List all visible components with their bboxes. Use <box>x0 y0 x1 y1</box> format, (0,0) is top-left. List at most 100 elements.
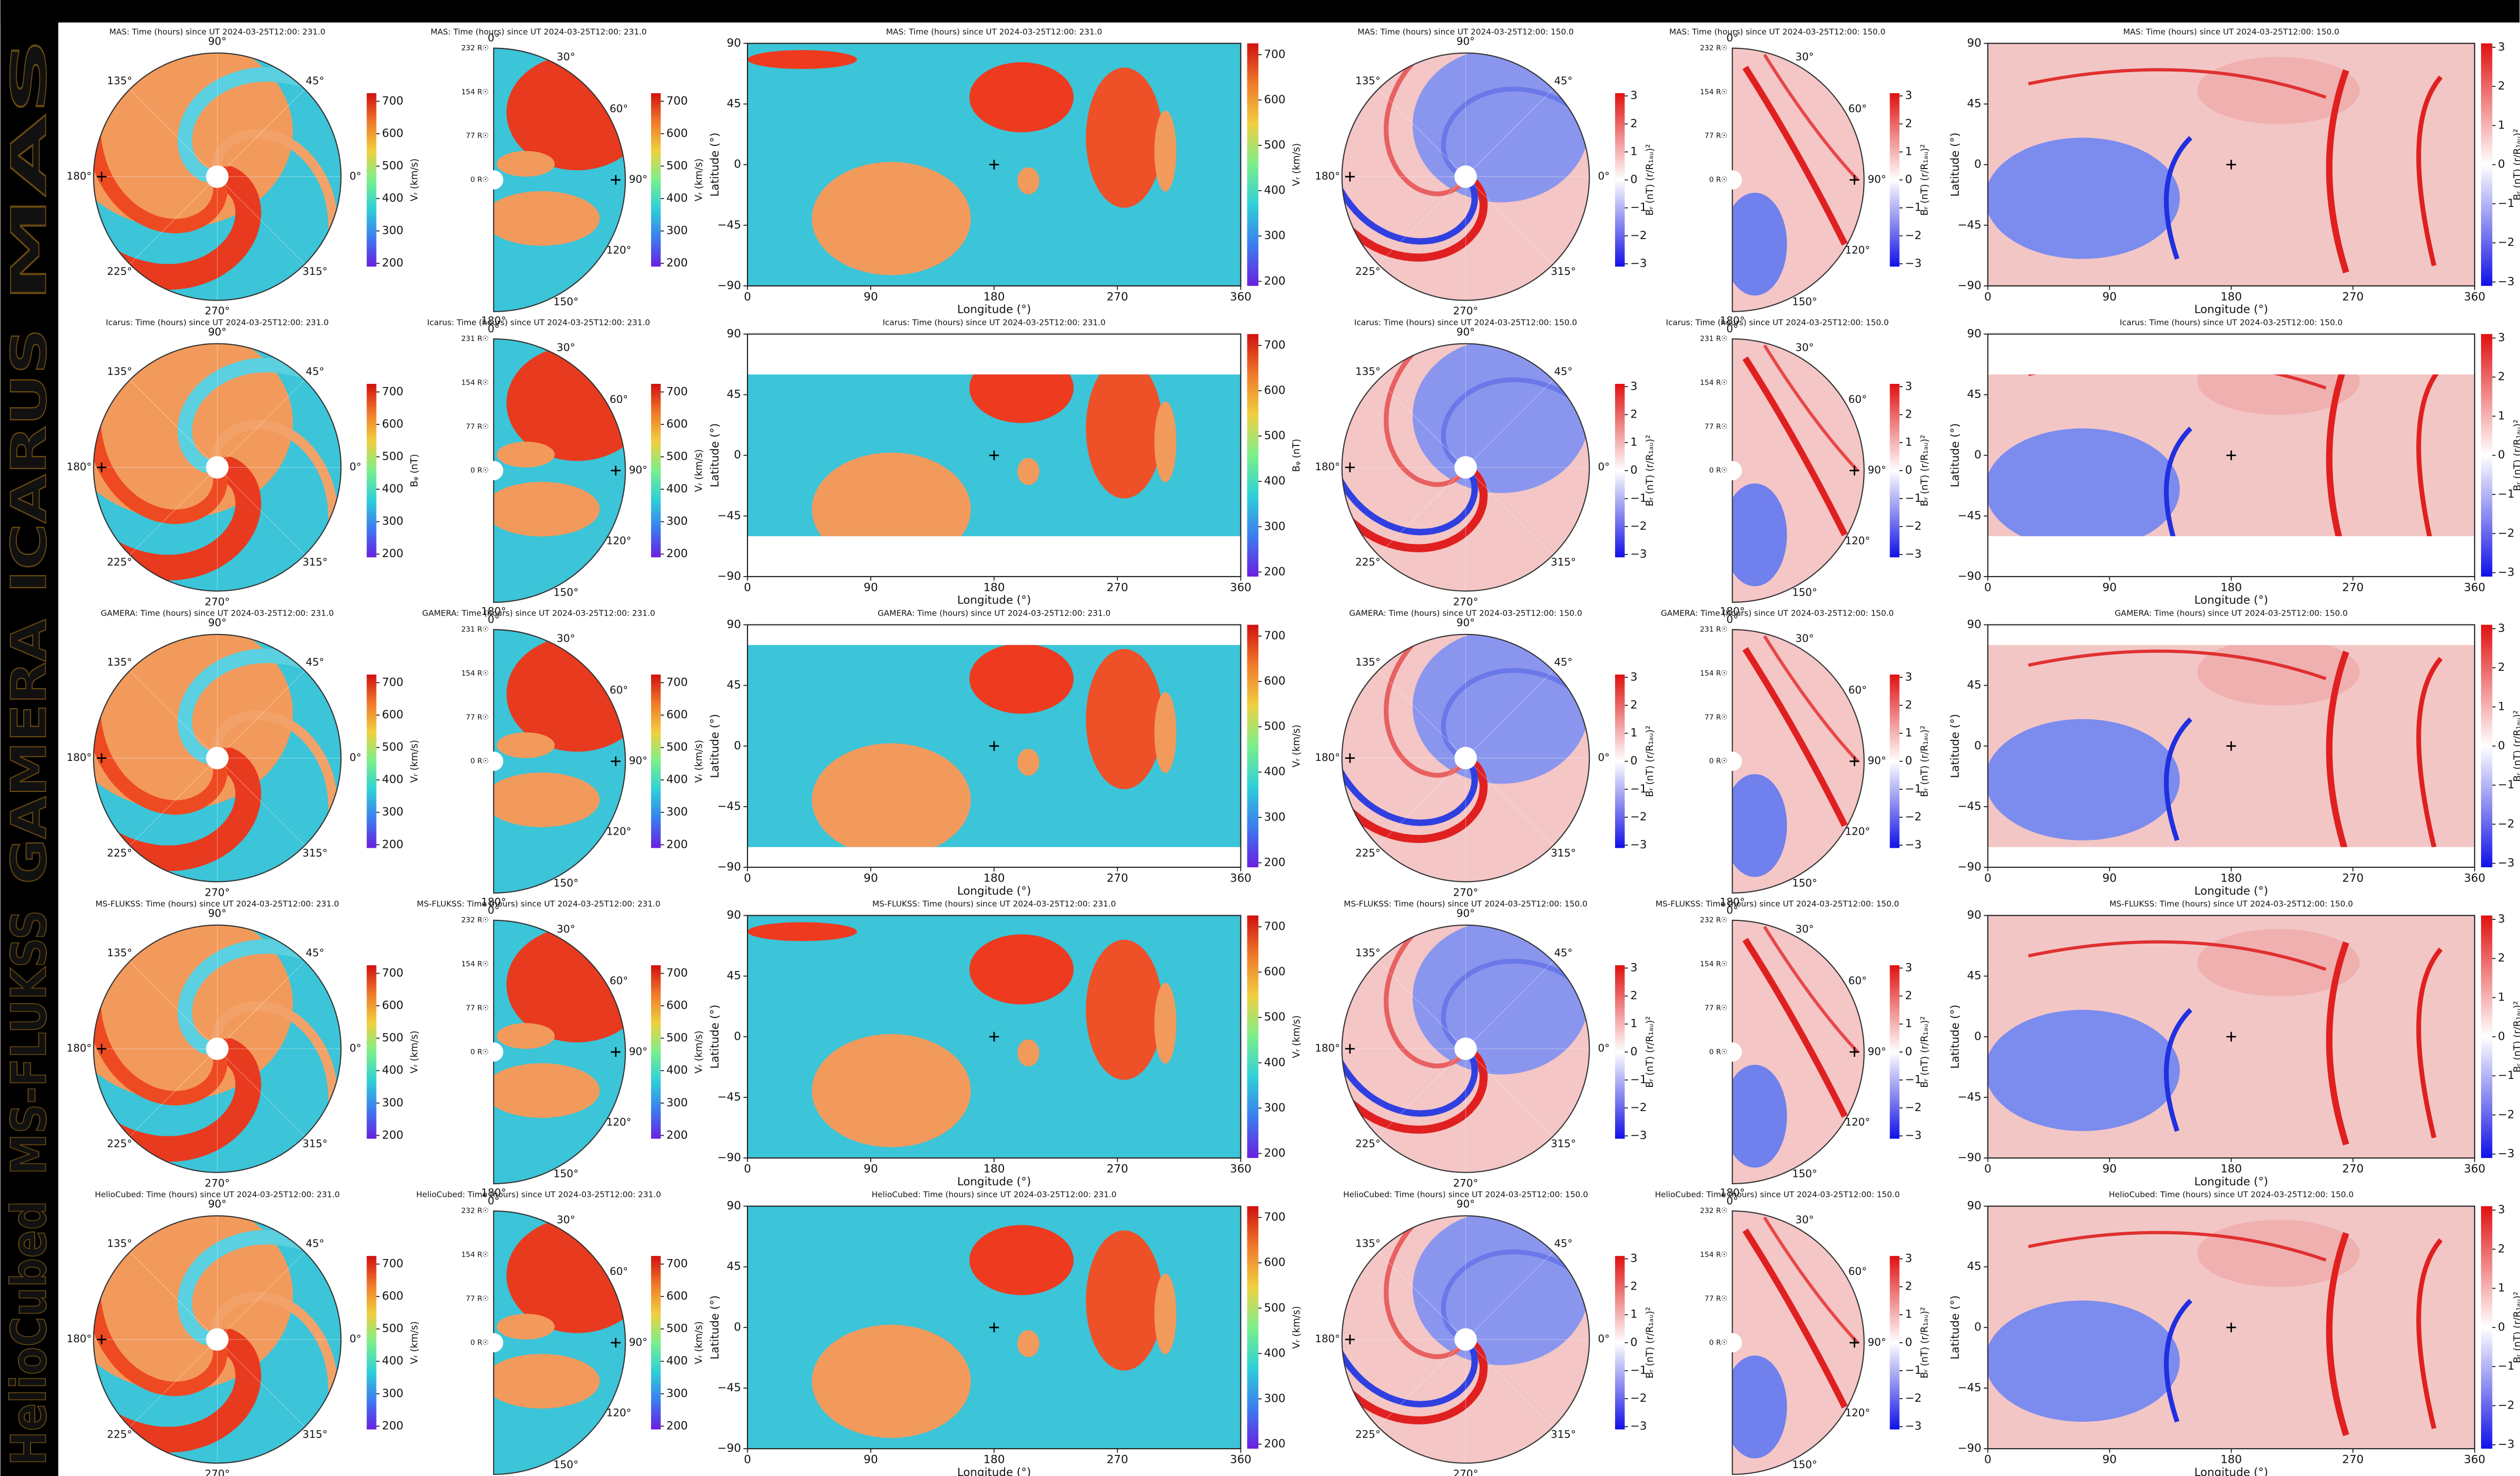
x-tick-label: 0 <box>744 871 751 885</box>
angle-label: 0° <box>1598 751 1610 764</box>
heatmap-region <box>1732 1065 1787 1168</box>
angle-label: 90° <box>1456 1198 1475 1210</box>
colorbar-tick-label: −3 <box>1630 1129 1647 1142</box>
wedge-frame <box>493 47 626 312</box>
heatmap-region <box>497 732 555 758</box>
colorbar-tick-label: 600 <box>1264 384 1286 397</box>
colorbar-tick-label: −3 <box>1630 548 1647 561</box>
angle-label: 135° <box>107 1237 132 1250</box>
angle-label: 270° <box>205 305 230 317</box>
panel: Icarus: Time (hours) since UT 2024-03-25… <box>1949 318 2520 607</box>
y-tick-label: 45 <box>1967 388 1981 401</box>
colorbar-tick-label: 200 <box>1264 274 1286 288</box>
sun <box>1454 456 1477 479</box>
colorbar-tick-label: 600 <box>666 999 688 1012</box>
colorbar-tick-label: 1 <box>2498 1282 2505 1295</box>
field-structure <box>2416 657 2443 847</box>
colorbar-tick-label: 400 <box>666 1354 688 1368</box>
colorbar-tick-label: −1 <box>1630 1073 1647 1086</box>
angle-label: 60° <box>609 684 628 696</box>
y-tick-label: 45 <box>727 97 741 110</box>
field-structure <box>1342 984 1478 1117</box>
y-tick-label: 90 <box>1967 909 1981 922</box>
radial-label: 77 R☉ <box>1705 713 1728 721</box>
colorbar-tick-label: 2 <box>1630 989 1638 1003</box>
angle-label: 90° <box>629 173 647 185</box>
colorbar-tick-label: 1 <box>1630 727 1638 740</box>
heatmap-region <box>1412 634 1590 784</box>
x-tick-label: 180 <box>983 871 1005 885</box>
polar-grid <box>130 1339 218 1428</box>
colorbar-tick-label: 400 <box>1264 474 1286 488</box>
colorbar <box>1247 1206 1258 1449</box>
polar-grid <box>1377 1048 1466 1137</box>
angle-label: 315° <box>302 265 328 278</box>
heatmap-region <box>494 482 600 537</box>
sun <box>206 1328 229 1351</box>
colorbar-tick-label: 1 <box>1905 145 1913 158</box>
polar-grid <box>217 1252 306 1340</box>
field-structure <box>2163 136 2192 260</box>
colorbar-tick-label: −2 <box>1905 1392 1922 1405</box>
angle-label: 225° <box>107 265 132 278</box>
sun <box>484 751 504 771</box>
x-tick-label: 0 <box>1984 1453 1992 1466</box>
heatmap-region <box>2197 56 2360 124</box>
colorbar-tick-label: 600 <box>382 127 403 140</box>
angle-label: 90° <box>208 1198 227 1210</box>
colorbar-tick-label: 600 <box>382 999 403 1012</box>
colorbar <box>2481 625 2493 868</box>
x-axis-label: Longitude (°) <box>2194 303 2268 316</box>
angle-label: 45° <box>306 656 324 668</box>
heatmap-region <box>1086 939 1163 1080</box>
panel-title: MS-FLUKSS: Time (hours) since UT 2024-03… <box>1656 899 1899 909</box>
y-tick-label: 90 <box>1967 618 1981 631</box>
x-tick-label: 90 <box>864 1453 878 1466</box>
colorbar-tick-label: 600 <box>382 1290 403 1303</box>
panel-title: MAS: Time (hours) since UT 2024-03-25T12… <box>1669 27 1885 37</box>
marker <box>611 756 621 766</box>
angle-label: 90° <box>1456 907 1475 919</box>
radial-label: 0 R☉ <box>1709 176 1728 184</box>
angle-label: 180° <box>1315 461 1340 473</box>
radial-label: 0 R☉ <box>470 176 489 184</box>
colorbar-label: Bᵣ (nT) (r/R₁ₐᵤ)² <box>1919 1016 1931 1088</box>
colorbar <box>1615 1256 1625 1430</box>
angle-label: 0° <box>350 1333 362 1345</box>
colorbar-tick-label: 400 <box>1264 765 1286 778</box>
sun <box>1722 1333 1743 1353</box>
x-tick-label: 0 <box>744 581 751 594</box>
colorbar-tick-label: 0 <box>1630 1336 1638 1349</box>
x-tick-label: 270 <box>2342 1453 2364 1466</box>
angle-label: 270° <box>205 886 230 898</box>
angle-label: 30° <box>1795 632 1814 645</box>
heatmap-region <box>1732 193 1787 296</box>
field-structure <box>1342 694 1478 826</box>
angle-label: 0° <box>350 751 362 764</box>
colorbar-tick-label: −1 <box>2498 197 2514 210</box>
polar-grid <box>1465 1339 1553 1428</box>
panel-title: HelioCubed: Time (hours) since UT 2024-0… <box>416 1190 661 1200</box>
field-structure <box>2028 940 2327 971</box>
angle-label: 150° <box>1792 587 1817 599</box>
field-structure <box>2416 374 2439 537</box>
polar-frame <box>1341 1215 1590 1464</box>
sun <box>1722 170 1743 190</box>
angle-label: 0° <box>488 1195 500 1207</box>
colorbar-tick-label: 300 <box>666 806 688 819</box>
colorbar-tick-label: −2 <box>2498 1108 2514 1121</box>
angle-label: 30° <box>1795 1214 1814 1226</box>
x-tick-label: 270 <box>1107 1453 1128 1466</box>
y-tick-label: 0 <box>734 158 741 171</box>
x-tick-label: 270 <box>1107 581 1128 594</box>
y-tick-label: −90 <box>1957 1151 1981 1164</box>
colorbar-tick-label: 400 <box>382 192 403 205</box>
wedge-frame <box>493 338 626 603</box>
panel-title: HelioCubed: Time (hours) since UT 2024-0… <box>95 1190 340 1200</box>
marker <box>2226 741 2236 751</box>
x-tick-label: 90 <box>864 871 878 885</box>
panel-title: HelioCubed: Time (hours) since UT 2024-0… <box>1343 1190 1588 1200</box>
wedge-frame <box>1731 1210 1865 1475</box>
colorbar-tick-label: 0 <box>1905 755 1913 768</box>
x-tick-label: 0 <box>1984 581 1992 594</box>
